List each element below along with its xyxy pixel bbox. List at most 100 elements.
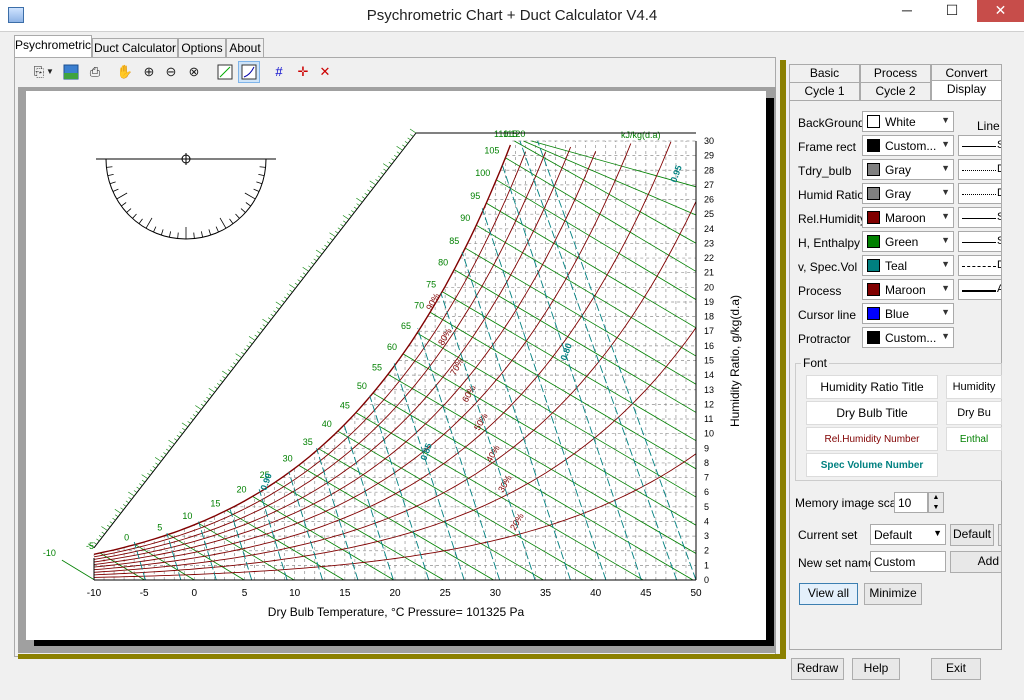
enthalpy-label: 85 — [449, 236, 459, 246]
protractor-tick — [107, 173, 114, 177]
line-style-label: D — [997, 163, 1001, 175]
add-button[interactable]: Add — [950, 551, 1002, 573]
protractor-tick — [245, 202, 251, 207]
line-style-label: D — [997, 187, 1001, 199]
help-button[interactable]: Help — [852, 658, 900, 680]
enthalpy-scale-tick — [375, 179, 379, 182]
print-icon[interactable]: ⎙ — [89, 64, 101, 79]
new-set-input[interactable]: Custom — [870, 551, 946, 572]
current-set-label: Current set — [798, 528, 858, 542]
hidden-button[interactable] — [998, 524, 1002, 546]
line-style-select[interactable]: S — [958, 207, 1002, 228]
enthalpy-label: 15 — [210, 498, 220, 508]
splitter-horizontal[interactable] — [18, 654, 786, 659]
setting-label: Frame rect — [798, 140, 857, 154]
enthalpy-scale-tick — [163, 452, 167, 455]
cursor-icon[interactable]: ✛ — [297, 64, 309, 79]
line-style-select[interactable]: D — [958, 159, 1002, 180]
tab-convert[interactable]: Convert — [931, 64, 1002, 82]
view-all-button[interactable]: View all — [799, 583, 858, 605]
color-select[interactable]: White ▼ — [862, 111, 954, 132]
enthalpy-line — [486, 202, 697, 329]
memory-scale-input[interactable]: 10 — [894, 492, 928, 513]
color-select[interactable]: Custom... ▼ — [862, 327, 954, 348]
default-button[interactable]: Default — [950, 524, 994, 546]
chevron-down-icon: ▼ — [941, 163, 950, 173]
memory-scale-spinner[interactable]: ▲ ▼ — [928, 492, 944, 513]
tab-duct-calculator[interactable]: Duct Calculator — [92, 38, 178, 57]
zoom-reset-icon[interactable]: ⊗ — [188, 64, 200, 79]
minimize-panel-button[interactable]: Minimize — [864, 583, 922, 605]
enthalpy-font-button[interactable]: Enthal — [946, 427, 1002, 451]
spec-volume-number-font-button[interactable]: Spec Volume Number — [806, 453, 938, 477]
dropdown-icon[interactable]: ▼ — [46, 67, 54, 76]
line-style-sample — [962, 146, 996, 147]
color-select[interactable]: Custom... ▼ — [862, 135, 954, 156]
maximize-button[interactable]: ☐ — [945, 2, 959, 18]
color-select[interactable]: Green ▼ — [862, 231, 954, 252]
enthalpy-scale-tick — [114, 514, 119, 517]
delete-icon[interactable]: ✕ — [319, 64, 331, 79]
title-bar: Psychrometric Chart + Duct Calculator V4… — [0, 0, 1024, 32]
humidity-ratio-title-font-button[interactable]: Humidity Ratio Title — [806, 375, 938, 399]
dry-bulb-font-button[interactable]: Dry Bu — [946, 401, 1002, 425]
color-select[interactable]: Blue ▼ — [862, 303, 954, 324]
enthalpy-label: 25 — [260, 470, 270, 480]
specific-volume-line — [393, 363, 465, 581]
enthalpy-label: 115 — [503, 129, 517, 139]
enthalpy-scale-tick — [235, 358, 240, 362]
zoom-in-icon[interactable]: ⊕ — [143, 64, 155, 79]
pan-icon[interactable]: ✋ — [116, 64, 134, 79]
tab-options[interactable]: Options — [178, 38, 226, 57]
enthalpy-scale-tick — [302, 267, 309, 272]
line-style-select[interactable]: A — [958, 279, 1002, 300]
rh-label: 40% — [484, 443, 502, 464]
protractor-tick — [116, 192, 128, 200]
line-style-select[interactable]: D — [958, 183, 1002, 204]
image-icon[interactable] — [60, 61, 82, 83]
line-style-select[interactable]: S — [958, 135, 1002, 156]
tab-cycle-2[interactable]: Cycle 2 — [860, 82, 931, 100]
enthalpy-line — [453, 269, 697, 413]
color-select[interactable]: Maroon ▼ — [862, 207, 954, 228]
tab-cycle-1[interactable]: Cycle 1 — [789, 82, 860, 100]
tab-process[interactable]: Process — [860, 64, 931, 82]
relative-humidity-curve — [93, 152, 546, 560]
humidity-font-button[interactable]: Humidity — [946, 375, 1002, 399]
close-button[interactable]: ✕ — [977, 0, 1024, 22]
tab-about[interactable]: About — [226, 38, 264, 57]
color-select[interactable]: Maroon ▼ — [862, 279, 954, 300]
line-style-select[interactable]: D — [958, 255, 1002, 276]
line-style-select[interactable]: S — [958, 231, 1002, 252]
enthalpy-line — [465, 247, 697, 385]
tab-display[interactable]: Display — [931, 80, 1002, 101]
chevron-down-icon: ▼ — [941, 307, 950, 317]
process-icon[interactable] — [238, 61, 260, 83]
dry-bulb-title-font-button[interactable]: Dry Bulb Title — [806, 401, 938, 425]
color-select[interactable]: Gray ▼ — [862, 159, 954, 180]
rel-humidity-number-font-button[interactable]: Rel.Humidity Number — [806, 427, 938, 451]
specific-volume-line — [417, 328, 501, 581]
color-select[interactable]: Gray ▼ — [862, 183, 954, 204]
enthalpy-scale-tick — [141, 479, 146, 483]
redraw-button[interactable]: Redraw — [791, 658, 844, 680]
copy-icon[interactable]: ⎘ — [33, 64, 45, 79]
tab-psychrometric[interactable]: Psychrometric — [14, 35, 92, 58]
minimize-button[interactable]: ─ — [902, 2, 912, 18]
protractor-tick — [259, 166, 266, 168]
grid-icon[interactable]: # — [275, 64, 283, 79]
splitter-vertical[interactable] — [780, 60, 786, 655]
chart-canvas[interactable]: 0 1 2 3 4 5 6 7 8 9 10 11 12 13 14 15 16 17 18 19 20 21 22 23 24… — [26, 91, 766, 640]
psychrometric-chart[interactable]: 0123456789101112131415161718192021222324… — [26, 91, 766, 640]
protractor-icon[interactable] — [214, 61, 236, 83]
color-select[interactable]: Teal ▼ — [862, 255, 954, 276]
current-set-select[interactable]: Default ▼ — [870, 524, 946, 545]
enthalpy-scale-tick — [200, 403, 205, 407]
zoom-out-icon[interactable]: ⊖ — [165, 64, 177, 79]
protractor-tick — [200, 231, 204, 238]
enthalpy-scale-tick — [394, 154, 398, 158]
setting-label: Humid Ratio — [798, 188, 865, 202]
exit-button[interactable]: Exit — [931, 658, 981, 680]
tab-basic[interactable]: Basic — [789, 64, 860, 82]
specific-volume-line — [316, 448, 359, 581]
